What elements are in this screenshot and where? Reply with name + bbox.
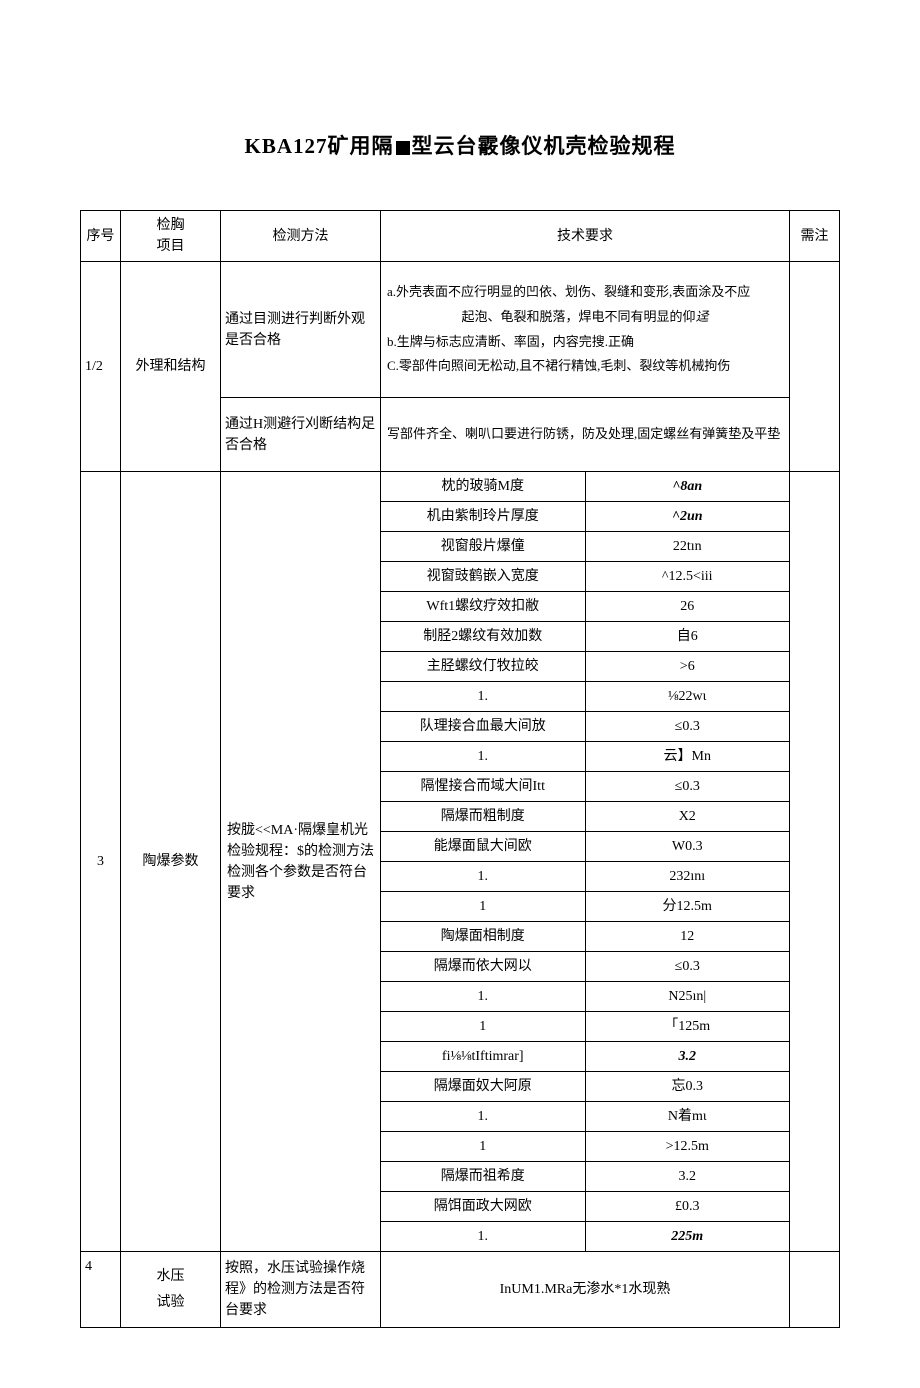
req-4: InUM1.MRa无渗水*1水现熟 [381,1252,790,1328]
method-1: 通过目测进行判断外观是否合格 [221,262,381,398]
title-pre: KBA127矿用隔 [244,134,393,158]
header-row: 序号 检胸 项目 检测方法 技术要求 需注 [81,211,840,262]
seq-1-2: 1/2 [81,262,121,472]
req-1: a.外壳表面不应行明显的凹依、划伤、裂缝和变形,表面涂及不应 起泡、龟裂和脱落，… [381,262,790,398]
v3-0: ^8an [585,472,790,502]
inspection-table: 序号 检胸 项目 检测方法 技术要求 需注 1/2 外理和结构 通过目测进行判断… [80,210,840,1328]
hdr-method: 检测方法 [221,211,381,262]
doc-title: KBA127矿用隔型云台霰像仪机壳检验规程 [80,130,840,160]
black-square-icon [396,141,410,155]
seq-3: 3 [81,472,121,1252]
method-3: 按胧<<MA·隔爆皇机光检验规程：$的检测方法检测各个参数是否符台要求 [221,472,381,1252]
req-2: 写部件齐全、喇叭口要进行防锈，防及处理,固定螺丝有弹簧垫及平垫 [381,398,790,472]
method-4: 按照，水压试验操作烧程》的检测方法是否符台要求 [221,1252,381,1328]
hdr-req: 技术要求 [381,211,790,262]
note-3 [790,472,840,1252]
item-4: 水压 试验 [121,1252,221,1328]
row-4: 4 水压 试验 按照，水压试验操作烧程》的检测方法是否符台要求 InUM1.MR… [81,1252,840,1328]
method-2: 通过H测避行刈断结构足否合格 [221,398,381,472]
item-1-2: 外理和结构 [121,262,221,472]
note-1-2 [790,262,840,472]
seq-4: 4 [81,1252,121,1328]
hdr-item: 检胸 项目 [121,211,221,262]
p3-0: 枕的玻骑M度 [381,472,586,502]
title-post: 型云台霰像仪机壳检验规程 [412,134,676,158]
item-3: 陶爆参数 [121,472,221,1252]
hdr-seq: 序号 [81,211,121,262]
hdr-note: 需注 [790,211,840,262]
row-1-2a: 1/2 外理和结构 通过目测进行判断外观是否合格 a.外壳表面不应行明显的凹依、… [81,262,840,398]
r3-row: 3 陶爆参数 按胧<<MA·隔爆皇机光检验规程：$的检测方法检测各个参数是否符台… [81,472,840,502]
note-4 [790,1252,840,1328]
